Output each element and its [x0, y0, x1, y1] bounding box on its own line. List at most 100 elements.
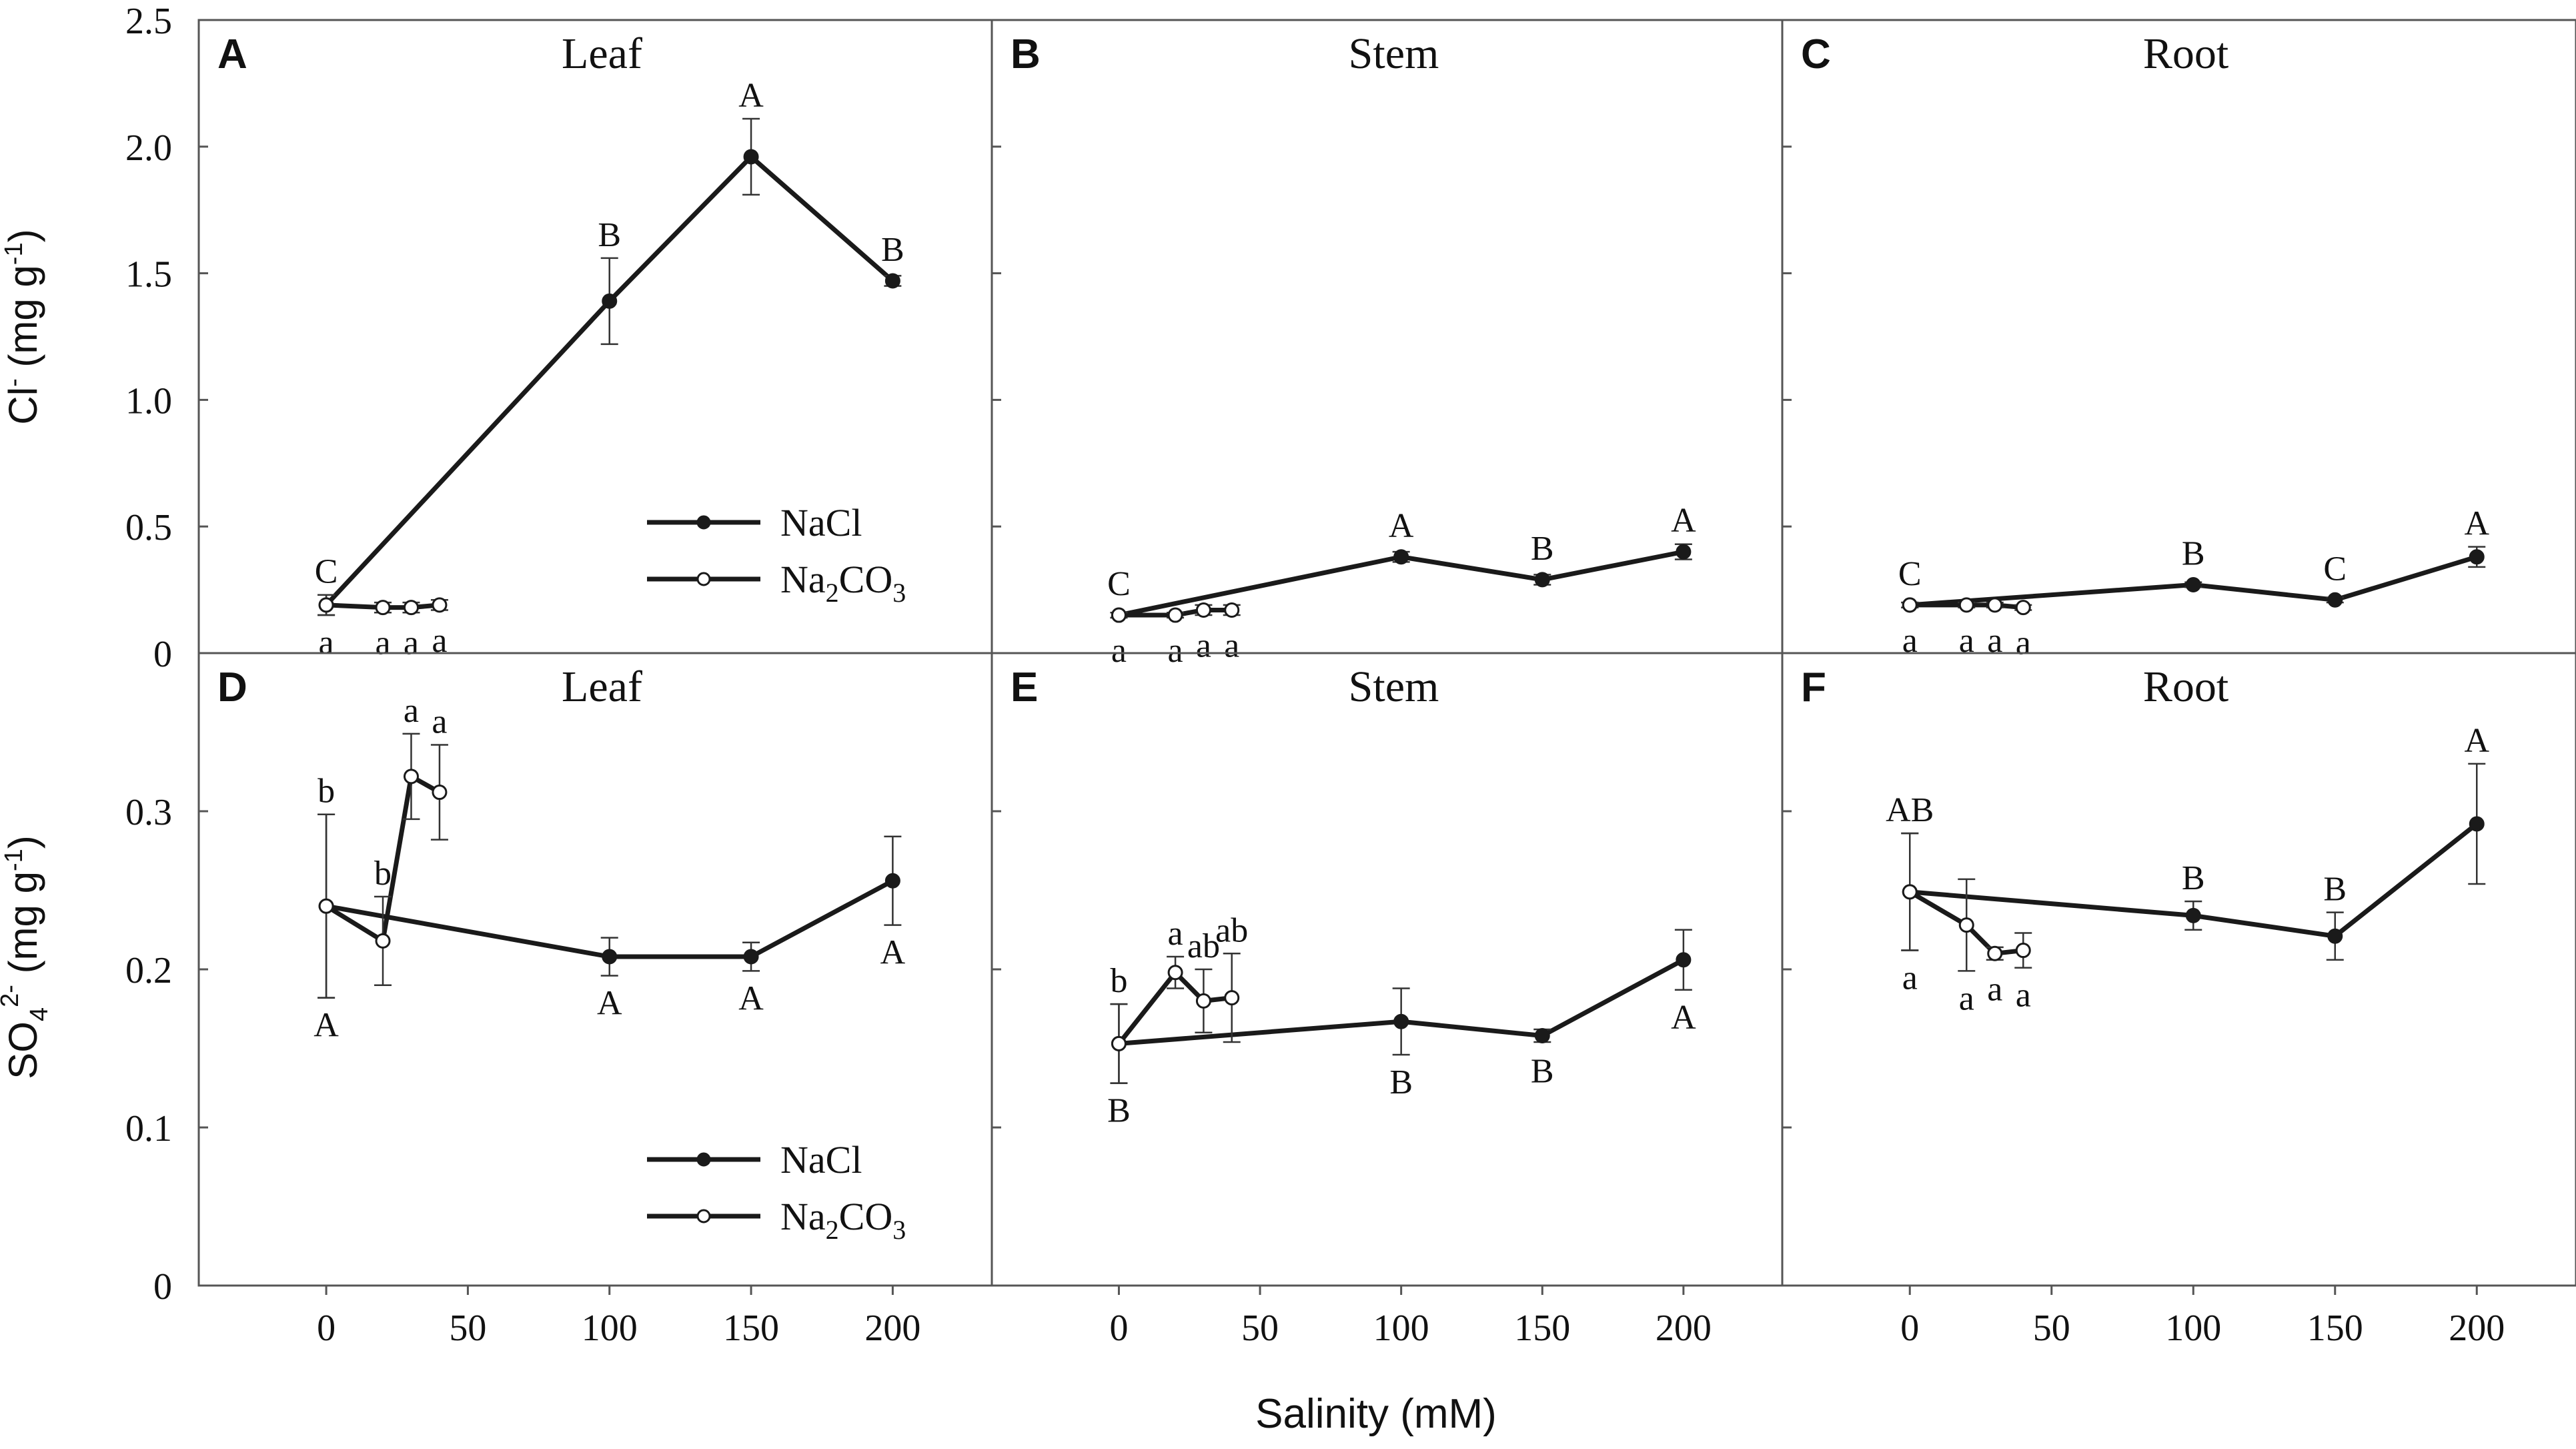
significance-letter: a — [432, 702, 447, 741]
significance-letter: A — [880, 934, 906, 972]
significance-letter: B — [881, 231, 904, 269]
data-point — [1224, 602, 1240, 618]
data-point — [1902, 884, 1918, 900]
panel-letter: E — [1011, 664, 1038, 710]
data-point — [1676, 544, 1692, 560]
panel-title: Leaf — [562, 662, 642, 711]
significance-letter: a — [1224, 626, 1239, 664]
panel-d: 0 0.1 0.2 0.3 0 50 100 150 200 D Leaf A A A Ab b a a NaCl N… — [125, 652, 993, 1349]
data-point — [1167, 965, 1183, 981]
data-point — [2327, 592, 2343, 608]
data-point — [1111, 607, 1127, 623]
y-tick-label: 2.0 — [125, 127, 172, 169]
x-tick-label: 50 — [449, 1308, 486, 1349]
data-point — [318, 597, 334, 613]
significance-letter: a — [432, 622, 447, 660]
data-point — [743, 949, 759, 965]
legend-nacl-label: NaCl — [780, 1138, 862, 1181]
legend-na2co3-label: Na2CO3 — [780, 1195, 906, 1245]
data-point — [1195, 993, 1211, 1009]
y-tick-label: 0.5 — [125, 507, 172, 548]
data-point — [1987, 597, 2003, 613]
significance-letter: a — [1987, 970, 2002, 1008]
x-tick-label: 100 — [1373, 1308, 1429, 1349]
series-line — [1910, 554, 2478, 608]
data-point — [1195, 602, 1211, 618]
y-tick-label: 0 — [153, 1266, 172, 1308]
significance-letter: C — [1898, 555, 1922, 593]
data-point — [1958, 917, 1974, 933]
significance-letter: b — [317, 773, 335, 811]
data-point — [1987, 945, 2003, 961]
data-point — [375, 933, 391, 949]
x-tick-label: 100 — [582, 1308, 638, 1349]
series-nacl: C B C A — [1898, 505, 2489, 613]
panel-frame — [197, 652, 993, 1287]
significance-letter: a — [404, 624, 419, 662]
y-tick-label: 0.2 — [125, 950, 172, 991]
series-line — [326, 879, 894, 959]
x-tick-label: 200 — [2449, 1308, 2505, 1349]
data-point — [1676, 952, 1692, 968]
data-point — [2015, 943, 2031, 959]
series-nacl: A A A A — [313, 813, 906, 1045]
significance-letter: B — [1107, 1092, 1131, 1130]
data-point — [2469, 549, 2485, 565]
significance-letter: a — [2016, 977, 2031, 1015]
data-point — [1393, 1013, 1409, 1029]
panel-letter: D — [217, 664, 247, 710]
x-tick-label: 150 — [723, 1308, 779, 1349]
significance-letter: a — [1959, 622, 1974, 660]
significance-letter: AB — [1886, 791, 1934, 829]
significance-letter: A — [738, 77, 764, 115]
series-nacl: AB B B A — [1886, 722, 2489, 961]
significance-letter: B — [2323, 871, 2347, 909]
significance-letter: a — [404, 692, 419, 730]
panel-title: Root — [2143, 662, 2228, 711]
series-line — [1119, 957, 1685, 1046]
significance-letter: a — [375, 624, 390, 662]
series-line — [1909, 822, 2479, 939]
significance-letter: C — [2323, 550, 2347, 588]
significance-letter: b — [374, 855, 392, 893]
y-tick-label: 0.1 — [125, 1108, 172, 1149]
data-point — [432, 597, 448, 613]
legend-nacl-marker — [696, 1152, 711, 1167]
significance-letter: A — [313, 1007, 339, 1045]
significance-letter: A — [597, 984, 622, 1022]
significance-letter: C — [315, 553, 338, 591]
x-tick-label: 150 — [1514, 1308, 1570, 1349]
panel-title: Root — [2143, 29, 2228, 78]
series-line — [1118, 549, 1684, 618]
legend-nacl-marker — [696, 515, 711, 530]
panel-letter: B — [1011, 31, 1041, 77]
series-line — [1910, 602, 2024, 610]
x-tick-label: 0 — [1900, 1308, 1919, 1349]
panel-title: Stem — [1349, 662, 1439, 711]
significance-letter: a — [1168, 632, 1183, 670]
significance-letter: B — [2182, 859, 2205, 897]
significance-letter: a — [1959, 979, 1974, 1017]
series-line — [1908, 889, 2024, 956]
significance-letter: A — [1389, 507, 1414, 545]
data-point — [375, 600, 391, 616]
significance-letter: ab — [1215, 911, 1248, 949]
x-axis-label: Salinity (mM) — [1255, 1391, 1497, 1437]
data-point — [2469, 816, 2485, 832]
data-point — [1534, 572, 1550, 588]
significance-letter: B — [598, 216, 621, 254]
series-na2co3: b b a a — [317, 692, 448, 999]
significance-letter: b — [1110, 962, 1127, 1000]
data-point — [2185, 577, 2201, 593]
panel-title: Stem — [1349, 29, 1439, 78]
significance-letter: ab — [1187, 927, 1220, 965]
y-tick-label: 1.5 — [125, 254, 172, 296]
significance-letter: a — [319, 624, 334, 662]
data-point — [1958, 597, 1974, 613]
